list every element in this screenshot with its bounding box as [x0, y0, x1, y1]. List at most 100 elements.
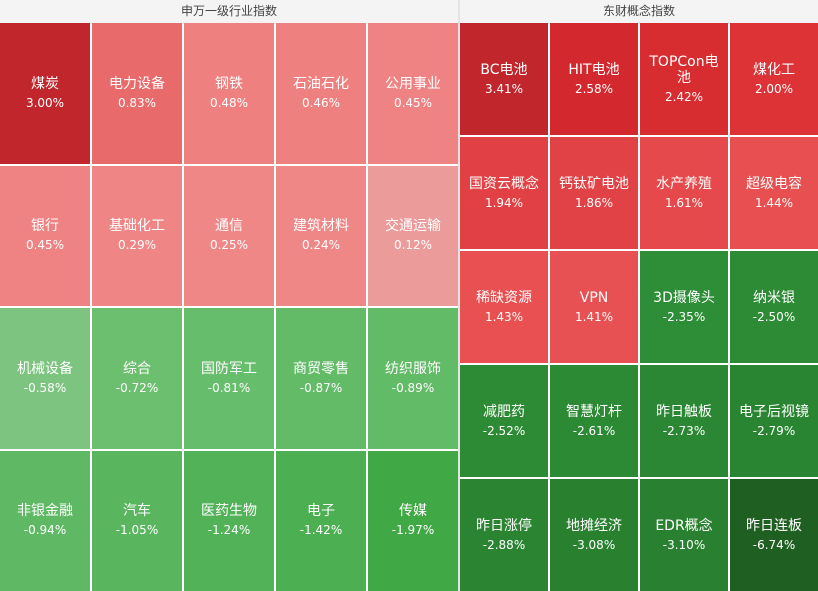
industry-tile[interactable]: 国防军工 -0.81% [184, 308, 274, 449]
tile-name: 银行 [31, 218, 59, 235]
tile-change: -3.10% [662, 537, 706, 552]
tile-change: 2.00% [754, 81, 794, 96]
concept-tile[interactable]: 稀缺资源 1.43% [460, 251, 548, 363]
concept-tile[interactable]: 国资云概念 1.94% [460, 137, 548, 249]
concept-tile[interactable]: 智慧灯杆 -2.61% [550, 365, 638, 477]
tile-name: 石油石化 [293, 75, 349, 92]
industry-tile[interactable]: 基础化工 0.29% [92, 165, 182, 306]
concept-tile[interactable]: 昨日连板 -6.74% [730, 479, 818, 591]
tile-name: EDR概念 [655, 517, 713, 534]
industry-tile[interactable]: 石油石化 0.46% [276, 23, 366, 164]
industry-tile[interactable]: 银行 0.45% [0, 165, 90, 306]
tile-name: 国防军工 [201, 360, 257, 377]
tile-change: 1.94% [484, 195, 524, 210]
concept-tile[interactable]: 昨日涨停 -2.88% [460, 479, 548, 591]
concept-tile[interactable]: BC电池 3.41% [460, 23, 548, 135]
tile-name: 煤化工 [753, 61, 795, 78]
industry-tile[interactable]: 钢铁 0.48% [184, 23, 274, 164]
tile-change: -2.50% [752, 309, 796, 324]
industry-tile[interactable]: 交通运输 0.12% [368, 165, 458, 306]
tile-change: 1.61% [664, 195, 704, 210]
concept-tile[interactable]: 3D摄像头 -2.35% [640, 251, 728, 363]
tile-change: -2.52% [482, 423, 526, 438]
industry-tile[interactable]: 商贸零售 -0.87% [276, 308, 366, 449]
tile-name: 公用事业 [385, 75, 441, 92]
tile-change: 0.83% [117, 95, 157, 110]
tile-change: -2.88% [482, 537, 526, 552]
concept-tile[interactable]: 超级电容 1.44% [730, 137, 818, 249]
industry-tile[interactable]: 传媒 -1.97% [368, 450, 458, 591]
concept-tile[interactable]: HIT电池 2.58% [550, 23, 638, 135]
tile-change: -1.24% [207, 523, 251, 538]
tile-change: -0.94% [23, 523, 67, 538]
industry-tile[interactable]: 电力设备 0.83% [92, 23, 182, 164]
tile-name: 昨日触板 [656, 403, 712, 420]
tile-name: 智慧灯杆 [566, 403, 622, 420]
tile-name: 减肥药 [483, 403, 525, 420]
industry-tile[interactable]: 医药生物 -1.24% [184, 450, 274, 591]
tile-name: 医药生物 [201, 503, 257, 520]
industry-tile[interactable]: 综合 -0.72% [92, 308, 182, 449]
industry-tile[interactable]: 机械设备 -0.58% [0, 308, 90, 449]
concept-tile[interactable]: 减肥药 -2.52% [460, 365, 548, 477]
industry-tile[interactable]: 公用事业 0.45% [368, 23, 458, 164]
tile-change: 2.42% [664, 89, 704, 104]
tile-name: 电子后视镜 [739, 403, 809, 420]
tile-name: 昨日连板 [746, 517, 802, 534]
concept-tile[interactable]: 昨日触板 -2.73% [640, 365, 728, 477]
tile-name: 电力设备 [109, 75, 165, 92]
tile-change: -2.79% [752, 423, 796, 438]
tile-change: -1.42% [299, 523, 343, 538]
tile-name: 昨日涨停 [476, 517, 532, 534]
concept-title: 东财概念指数 [602, 4, 675, 18]
tile-name: 电子 [307, 503, 335, 520]
tile-change: -1.97% [391, 523, 435, 538]
concept-tile[interactable]: VPN 1.41% [550, 251, 638, 363]
industry-tile[interactable]: 非银金融 -0.94% [0, 450, 90, 591]
concept-tile[interactable]: 电子后视镜 -2.79% [730, 365, 818, 477]
tile-change: -2.35% [662, 309, 706, 324]
tile-change: 0.45% [25, 238, 65, 253]
tile-name: 基础化工 [109, 218, 165, 235]
concept-tile[interactable]: TOPCon电池 2.42% [640, 23, 728, 135]
tile-name: 纳米银 [753, 289, 795, 306]
concept-tile[interactable]: EDR概念 -3.10% [640, 479, 728, 591]
concept-tile[interactable]: 水产养殖 1.61% [640, 137, 728, 249]
tile-name: 非银金融 [17, 503, 73, 520]
tile-change: -3.08% [572, 537, 616, 552]
tile-name: 稀缺资源 [476, 289, 532, 306]
tile-change: 1.43% [484, 309, 524, 324]
tile-name: 钙钛矿电池 [559, 175, 629, 192]
concept-tile[interactable]: 钙钛矿电池 1.86% [550, 137, 638, 249]
tile-change: -2.61% [572, 423, 616, 438]
tile-change: -0.58% [23, 380, 67, 395]
tile-name: 通信 [215, 218, 243, 235]
tile-change: 1.44% [754, 195, 794, 210]
concept-treemap: BC电池 3.41% HIT电池 2.58% TOPCon电池 2.42% 煤化工 2.00%… [460, 23, 818, 591]
concept-tile[interactable]: 纳米银 -2.50% [730, 251, 818, 363]
tile-change: -1.05% [115, 523, 159, 538]
industry-tile[interactable]: 电子 -1.42% [276, 450, 366, 591]
industry-tile[interactable]: 建筑材料 0.24% [276, 165, 366, 306]
sw-industry-title: 申万一级行业指数 [180, 4, 277, 18]
industry-tile[interactable]: 煤炭 3.00% [0, 23, 90, 164]
tile-name: 煤炭 [31, 75, 59, 92]
industry-tile[interactable]: 汽车 -1.05% [92, 450, 182, 591]
tile-change: 1.86% [574, 195, 614, 210]
tile-name: BC电池 [480, 61, 528, 78]
industry-tile[interactable]: 通信 0.25% [184, 165, 274, 306]
concept-panel: 东财概念指数 BC电池 3.41% HIT电池 2.58% TOPCon电池 2.42% 煤… [460, 0, 818, 591]
sw-industry-treemap: 煤炭 3.00% 电力设备 0.83% 钢铁 0.48% 石油石化 0.46% 公用事业 0.45… [0, 23, 458, 591]
tile-change: 3.41% [484, 81, 524, 96]
tile-name: 水产养殖 [656, 175, 712, 192]
tile-name: 机械设备 [17, 360, 73, 377]
concept-tile[interactable]: 煤化工 2.00% [730, 23, 818, 135]
concept-tile[interactable]: 地摊经济 -3.08% [550, 479, 638, 591]
tile-change: 0.46% [301, 95, 341, 110]
tile-change: 0.29% [117, 238, 157, 253]
tile-name: 超级电容 [746, 175, 802, 192]
tile-name: 钢铁 [215, 75, 243, 92]
industry-tile[interactable]: 纺织服饰 -0.89% [368, 308, 458, 449]
tile-name: HIT电池 [568, 61, 620, 78]
